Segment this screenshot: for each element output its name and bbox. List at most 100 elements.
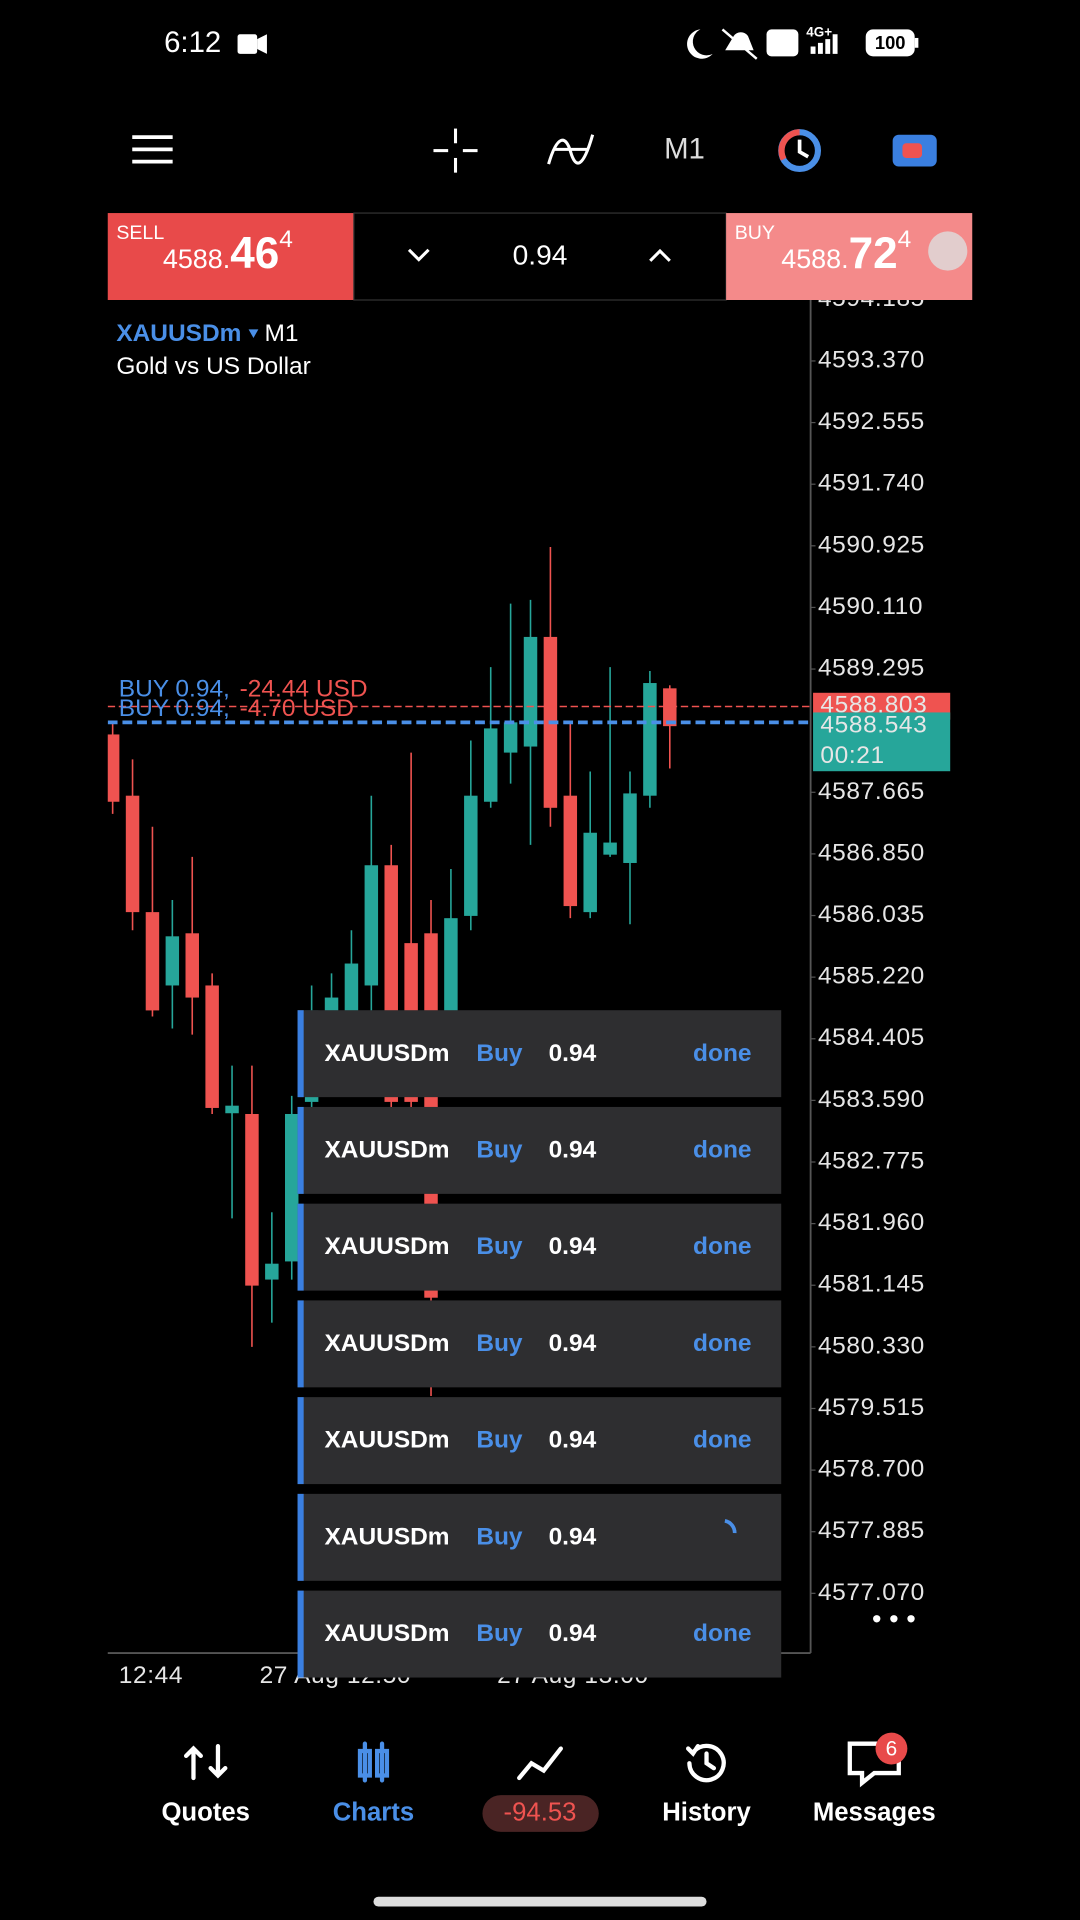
buy-price-sup: 4	[898, 227, 912, 254]
y-tick-label: 4592.555	[818, 408, 925, 435]
notification-row[interactable]: XAUUSDm Buy 0.94 done	[297, 1590, 782, 1678]
nav-label: Charts	[333, 1798, 414, 1826]
nav-item[interactable]: History	[662, 1743, 752, 1826]
nav-item[interactable]: Messages 6	[813, 1732, 936, 1827]
drag-handle[interactable]	[928, 231, 968, 271]
nav-label: Messages	[813, 1798, 936, 1826]
y-tick-label: 4581.145	[818, 1271, 925, 1298]
crosshair-icon[interactable]	[433, 128, 478, 173]
y-tick-label: 4587.665	[818, 778, 925, 805]
notification-accent	[297, 1010, 304, 1098]
notification-accent	[297, 1590, 304, 1678]
y-tick-label: 4586.035	[818, 901, 925, 928]
nav-icon	[517, 1746, 563, 1781]
nav-item[interactable]: -94.53	[482, 1746, 599, 1832]
notification-row[interactable]: XAUUSDm Buy 0.94 done	[297, 1106, 782, 1194]
nav-item[interactable]: Quotes	[161, 1743, 250, 1826]
y-tick-label: 4585.220	[818, 963, 925, 990]
bar-timer: 00:21	[820, 742, 884, 769]
candle-body	[623, 793, 637, 863]
home-indicator	[373, 1896, 707, 1907]
y-tick-label: 4589.295	[818, 655, 925, 682]
mute-icon	[721, 28, 758, 60]
nav-item[interactable]: Charts	[333, 1741, 414, 1827]
candle-body	[145, 912, 160, 1011]
candle-body	[185, 933, 199, 998]
indicators-icon[interactable]	[547, 134, 595, 165]
sell-price-big: 46	[230, 229, 279, 278]
position-side: BUY 0.94,	[119, 696, 230, 723]
notification-status: done	[693, 1136, 751, 1163]
timeframe-button[interactable]: M1	[664, 132, 705, 165]
nav-icon	[183, 1743, 228, 1781]
battery-tip	[914, 37, 919, 48]
nav-label: Quotes	[161, 1798, 250, 1826]
notification-symbol: XAUUSDm	[324, 1330, 449, 1357]
menu-icon[interactable]	[132, 135, 173, 164]
notification-bg	[297, 1397, 782, 1485]
notification-volume: 0.94	[549, 1233, 597, 1260]
y-tick-label: 4577.070	[818, 1579, 925, 1606]
moon-icon	[687, 29, 713, 59]
notification-accent	[297, 1203, 304, 1291]
candle-body	[344, 963, 359, 1017]
sell-button[interactable]	[107, 213, 354, 300]
signal-icon	[810, 34, 838, 54]
chart-description: Gold vs US Dollar	[116, 353, 310, 380]
notification-symbol: XAUUSDm	[324, 1040, 449, 1067]
y-tick-label: 4580.330	[818, 1332, 925, 1359]
candle-body	[643, 683, 657, 796]
notification-status: done	[693, 1620, 751, 1647]
clock: 6:12	[164, 26, 221, 59]
notification-row[interactable]: XAUUSDm Buy 0.94 done	[297, 1300, 782, 1388]
more-dots[interactable]	[873, 1615, 915, 1623]
candle-body	[483, 728, 498, 802]
volume-increase[interactable]	[649, 248, 671, 262]
camera-icon-lens	[257, 34, 267, 54]
notification-side: Buy	[476, 1330, 523, 1357]
notification-volume: 0.94	[549, 1620, 597, 1647]
candle-body	[245, 1113, 259, 1286]
notification-symbol: XAUUSDm	[324, 1427, 449, 1454]
y-tick-label: 4581.960	[818, 1209, 925, 1236]
notification-accent	[297, 1493, 304, 1581]
notification-status: done	[693, 1040, 751, 1067]
notification-row[interactable]: XAUUSDm Buy 0.94	[297, 1493, 782, 1581]
sell-price: 4588.464	[163, 227, 293, 278]
y-tick-label: 4590.925	[818, 531, 925, 558]
loading-spinner	[724, 1519, 737, 1534]
clock-trade-icon[interactable]	[778, 129, 822, 173]
notification-symbol: XAUUSDm	[324, 1620, 449, 1647]
candle-body	[444, 918, 458, 1041]
candle-body	[107, 734, 120, 802]
volume-decrease[interactable]	[407, 248, 430, 262]
notification-status: done	[693, 1330, 751, 1357]
notification-status: done	[693, 1233, 751, 1260]
notification-row[interactable]: XAUUSDm Buy 0.94 done	[297, 1010, 782, 1098]
candle-body	[464, 795, 478, 916]
volume-value[interactable]: 0.94	[513, 240, 568, 271]
notification-volume: 0.94	[549, 1040, 597, 1067]
candle-body	[265, 1263, 279, 1280]
buy-price-main: 4588.	[781, 244, 848, 274]
candle-body	[364, 865, 379, 986]
nav-icon	[357, 1741, 390, 1783]
position-label: BUY 0.94, -4.70 USD	[119, 696, 354, 723]
y-tick-label: 4577.885	[818, 1517, 925, 1544]
notification-status: done	[693, 1427, 751, 1454]
notification-row[interactable]: XAUUSDm Buy 0.94 done	[297, 1397, 782, 1485]
sell-price-main: 4588.	[163, 244, 230, 274]
symbol-dropdown[interactable]	[248, 329, 259, 338]
one-click-icon[interactable]	[892, 134, 937, 167]
notification-side: Buy	[476, 1620, 523, 1647]
candle-body	[563, 795, 578, 907]
camera-icon	[237, 34, 258, 54]
chart-symbol[interactable]: XAUUSDm	[116, 320, 241, 347]
notification-row[interactable]: XAUUSDm Buy 0.94 done	[297, 1203, 782, 1291]
battery-level: 100	[875, 32, 906, 53]
notification-volume: 0.94	[549, 1136, 597, 1163]
notification-accent	[297, 1397, 304, 1485]
notification-side: Buy	[476, 1523, 523, 1550]
